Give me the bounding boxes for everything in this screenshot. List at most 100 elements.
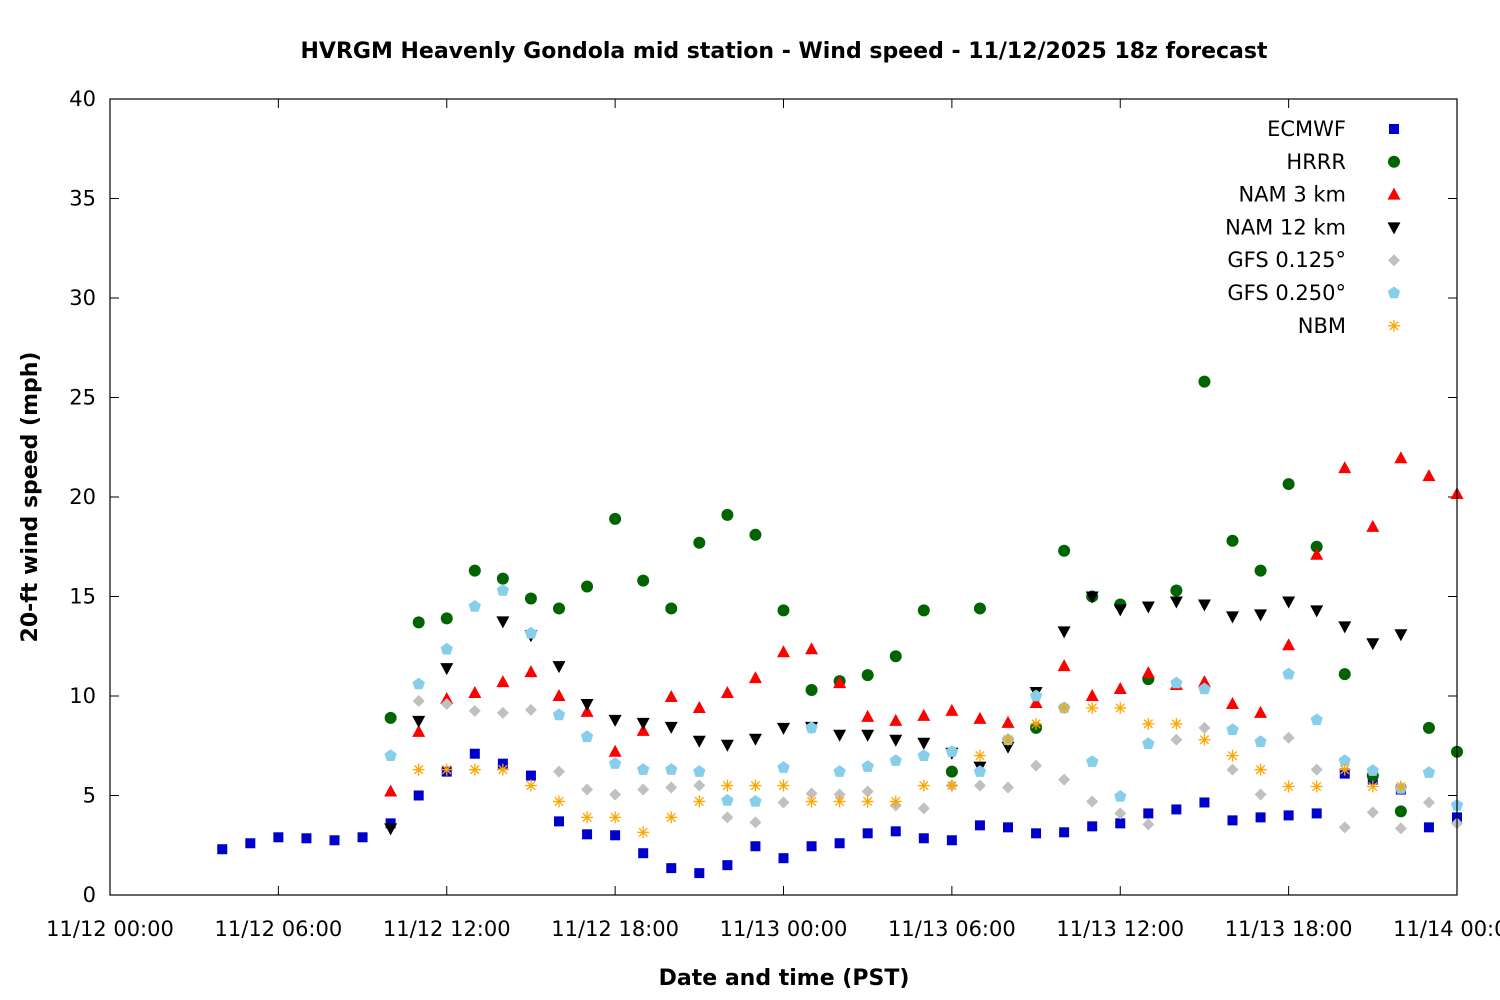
data-point xyxy=(1394,629,1408,642)
data-point xyxy=(582,829,593,840)
data-point xyxy=(805,642,819,655)
data-point xyxy=(553,795,565,808)
data-point xyxy=(273,832,284,843)
data-point xyxy=(1338,763,1351,776)
data-point xyxy=(524,592,537,605)
legend-label: HRRR xyxy=(1286,150,1346,174)
data-point xyxy=(610,830,621,841)
data-point xyxy=(1030,759,1043,772)
data-point xyxy=(1338,668,1351,681)
data-point xyxy=(217,844,228,855)
data-point xyxy=(1282,596,1296,609)
data-point xyxy=(1394,451,1408,464)
data-point xyxy=(524,665,538,678)
data-point xyxy=(609,788,622,801)
data-point xyxy=(1366,806,1379,819)
data-point xyxy=(917,802,930,815)
data-point xyxy=(1254,735,1267,747)
x-tick-label: 11/14 00:00 xyxy=(1393,917,1500,941)
data-point xyxy=(974,820,985,831)
data-point xyxy=(608,757,622,769)
data-point xyxy=(1002,733,1014,746)
data-point xyxy=(721,811,734,824)
data-point xyxy=(1226,723,1239,736)
y-tick-label: 25 xyxy=(69,386,96,410)
data-point xyxy=(1366,638,1380,651)
y-axis-label: 20-ft wind speed (mph) xyxy=(18,352,43,643)
data-point xyxy=(553,602,565,615)
data-point xyxy=(525,770,536,781)
data-point xyxy=(973,711,987,724)
data-point xyxy=(580,698,594,711)
data-point xyxy=(1366,780,1379,793)
data-point xyxy=(1422,469,1436,482)
data-point xyxy=(1282,667,1295,680)
legend-label: GFS 0.125° xyxy=(1227,248,1346,272)
data-point xyxy=(1422,766,1436,778)
data-point xyxy=(329,835,340,846)
data-point xyxy=(469,748,480,759)
data-point xyxy=(1310,547,1324,560)
data-point xyxy=(552,689,566,701)
legend-marker-circle xyxy=(1388,155,1400,168)
data-point xyxy=(412,715,426,728)
data-point xyxy=(384,749,397,761)
data-point xyxy=(692,735,706,748)
data-point xyxy=(889,650,902,663)
data-point xyxy=(890,826,901,837)
data-point xyxy=(1283,810,1294,821)
data-point xyxy=(637,574,650,587)
data-point xyxy=(637,763,650,775)
legend-label: NAM 12 km xyxy=(1225,215,1346,239)
data-point xyxy=(1059,827,1070,838)
data-point xyxy=(833,795,846,808)
data-point xyxy=(1197,599,1211,612)
data-point xyxy=(412,694,425,707)
data-point xyxy=(1254,788,1267,801)
data-point xyxy=(889,713,903,726)
data-point xyxy=(1198,375,1211,388)
data-point xyxy=(357,832,368,843)
data-point xyxy=(552,661,566,674)
legend-label: ECMWF xyxy=(1267,117,1346,141)
data-point xyxy=(664,721,678,734)
series-hrrr xyxy=(384,375,1463,818)
data-point xyxy=(384,823,398,836)
data-point xyxy=(1142,737,1155,749)
data-point xyxy=(694,868,705,879)
data-point xyxy=(1086,755,1099,767)
data-point xyxy=(973,765,987,777)
x-tick-label: 11/12 00:00 xyxy=(46,917,174,941)
chart-title: HVRGM Heavenly Gondola mid station - Win… xyxy=(301,39,1268,64)
data-point xyxy=(1226,696,1239,709)
data-point xyxy=(1170,676,1183,689)
data-point xyxy=(721,508,734,521)
data-point xyxy=(496,675,510,688)
data-point xyxy=(693,779,706,792)
data-point xyxy=(973,779,986,792)
data-point xyxy=(945,765,958,778)
data-point xyxy=(748,671,762,684)
y-tick-label: 35 xyxy=(69,187,96,211)
series-nbm xyxy=(412,701,1407,839)
data-point xyxy=(750,841,761,852)
series-gfs-0-250- xyxy=(384,584,1464,811)
data-point xyxy=(722,860,733,871)
data-points xyxy=(217,375,1464,879)
data-point xyxy=(777,722,790,735)
data-point xyxy=(861,709,875,722)
data-point xyxy=(1226,611,1239,624)
data-point xyxy=(1310,763,1323,776)
x-tick-label: 11/12 18:00 xyxy=(551,917,679,941)
data-point xyxy=(720,739,734,752)
legend-marker-square xyxy=(1389,124,1399,134)
data-point xyxy=(666,863,677,874)
data-point xyxy=(468,704,481,717)
data-point xyxy=(1198,721,1211,734)
data-point xyxy=(1310,540,1323,553)
data-point xyxy=(553,765,565,778)
data-point xyxy=(1198,733,1211,746)
data-point xyxy=(1171,804,1182,815)
data-point xyxy=(917,604,930,617)
data-point xyxy=(440,763,453,776)
